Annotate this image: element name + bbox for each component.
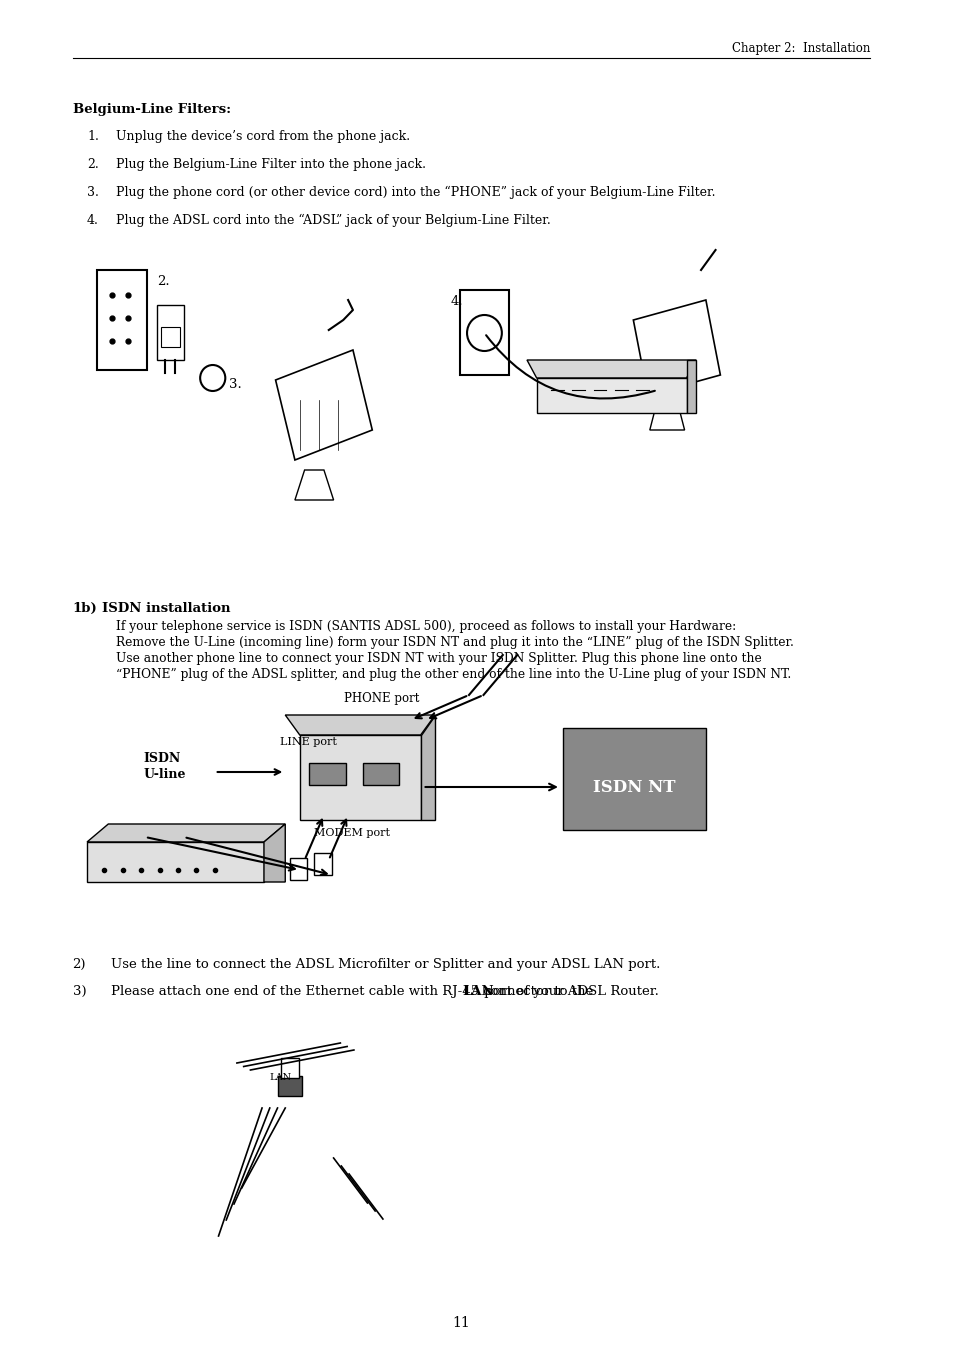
Text: 3.: 3.	[87, 186, 99, 199]
Text: If your telephone service is ISDN (SANTIS ADSL 500), proceed as follows to insta: If your telephone service is ISDN (SANTI…	[116, 620, 736, 634]
Bar	[362, 763, 399, 785]
Polygon shape	[633, 300, 720, 394]
Bar	[87, 842, 264, 882]
Text: Please attach one end of the Ethernet cable with RJ-45 connector to the: Please attach one end of the Ethernet ca…	[112, 985, 598, 998]
Bar	[96, 270, 147, 370]
Bar	[290, 858, 307, 880]
Bar	[309, 763, 346, 785]
Polygon shape	[275, 350, 372, 459]
Text: 1.: 1.	[87, 130, 99, 143]
Text: Use the line to connect the ADSL Microfilter or Splitter and your ADSL LAN port.: Use the line to connect the ADSL Microfi…	[112, 958, 659, 971]
Text: LAN: LAN	[462, 985, 494, 998]
Text: Plug the phone cord (or other device cord) into the “PHONE” jack of your Belgium: Plug the phone cord (or other device cor…	[116, 186, 715, 199]
Text: ISDN installation: ISDN installation	[101, 603, 230, 615]
Text: 2): 2)	[72, 958, 86, 971]
Polygon shape	[649, 400, 684, 430]
Polygon shape	[264, 824, 285, 882]
Polygon shape	[686, 359, 696, 413]
Text: port of your ADSL Router.: port of your ADSL Router.	[479, 985, 658, 998]
Text: 4.: 4.	[450, 295, 463, 308]
Text: Remove the U-Line (incoming line) form your ISDN NT and plug it into the “LINE” : Remove the U-Line (incoming line) form y…	[116, 636, 793, 648]
Text: 3.: 3.	[229, 377, 242, 390]
Text: 4.: 4.	[87, 213, 99, 227]
Text: 2.: 2.	[87, 158, 99, 172]
Bar	[314, 852, 332, 875]
Bar	[537, 378, 686, 413]
Text: LINE port: LINE port	[280, 738, 337, 747]
Text: U-line: U-line	[143, 767, 186, 781]
Polygon shape	[294, 470, 334, 500]
Polygon shape	[87, 824, 285, 842]
Text: Plug the ADSL cord into the “ADSL” jack of your Belgium-Line Filter.: Plug the ADSL cord into the “ADSL” jack …	[116, 213, 550, 227]
Text: “PHONE” plug of the ADSL splitter, and plug the other end of the line into the U: “PHONE” plug of the ADSL splitter, and p…	[116, 667, 790, 681]
Bar	[459, 290, 508, 376]
Text: ISDN: ISDN	[143, 753, 180, 765]
Text: 1b): 1b)	[72, 603, 97, 615]
Bar	[160, 327, 180, 347]
Text: 2.: 2.	[157, 276, 170, 288]
Polygon shape	[526, 359, 696, 378]
Bar	[281, 1058, 298, 1078]
Bar	[562, 728, 705, 830]
Text: MODEM port: MODEM port	[314, 828, 390, 838]
Text: PHONE port: PHONE port	[344, 692, 419, 705]
Text: Belgium-Line Filters:: Belgium-Line Filters:	[72, 103, 231, 116]
Text: 3): 3)	[72, 985, 86, 998]
Text: Unplug the device’s cord from the phone jack.: Unplug the device’s cord from the phone …	[116, 130, 410, 143]
Bar	[299, 735, 420, 820]
Text: 11: 11	[452, 1316, 470, 1329]
Bar	[278, 1075, 301, 1096]
Text: Plug the Belgium-Line Filter into the phone jack.: Plug the Belgium-Line Filter into the ph…	[116, 158, 426, 172]
Bar	[156, 305, 184, 359]
Polygon shape	[285, 715, 435, 735]
Text: Use another phone line to connect your ISDN NT with your ISDN Splitter. Plug thi: Use another phone line to connect your I…	[116, 653, 761, 665]
Text: Chapter 2:  Installation: Chapter 2: Installation	[731, 42, 869, 55]
Text: LAN: LAN	[269, 1073, 292, 1082]
Text: ISDN NT: ISDN NT	[593, 778, 675, 796]
Polygon shape	[420, 715, 435, 820]
